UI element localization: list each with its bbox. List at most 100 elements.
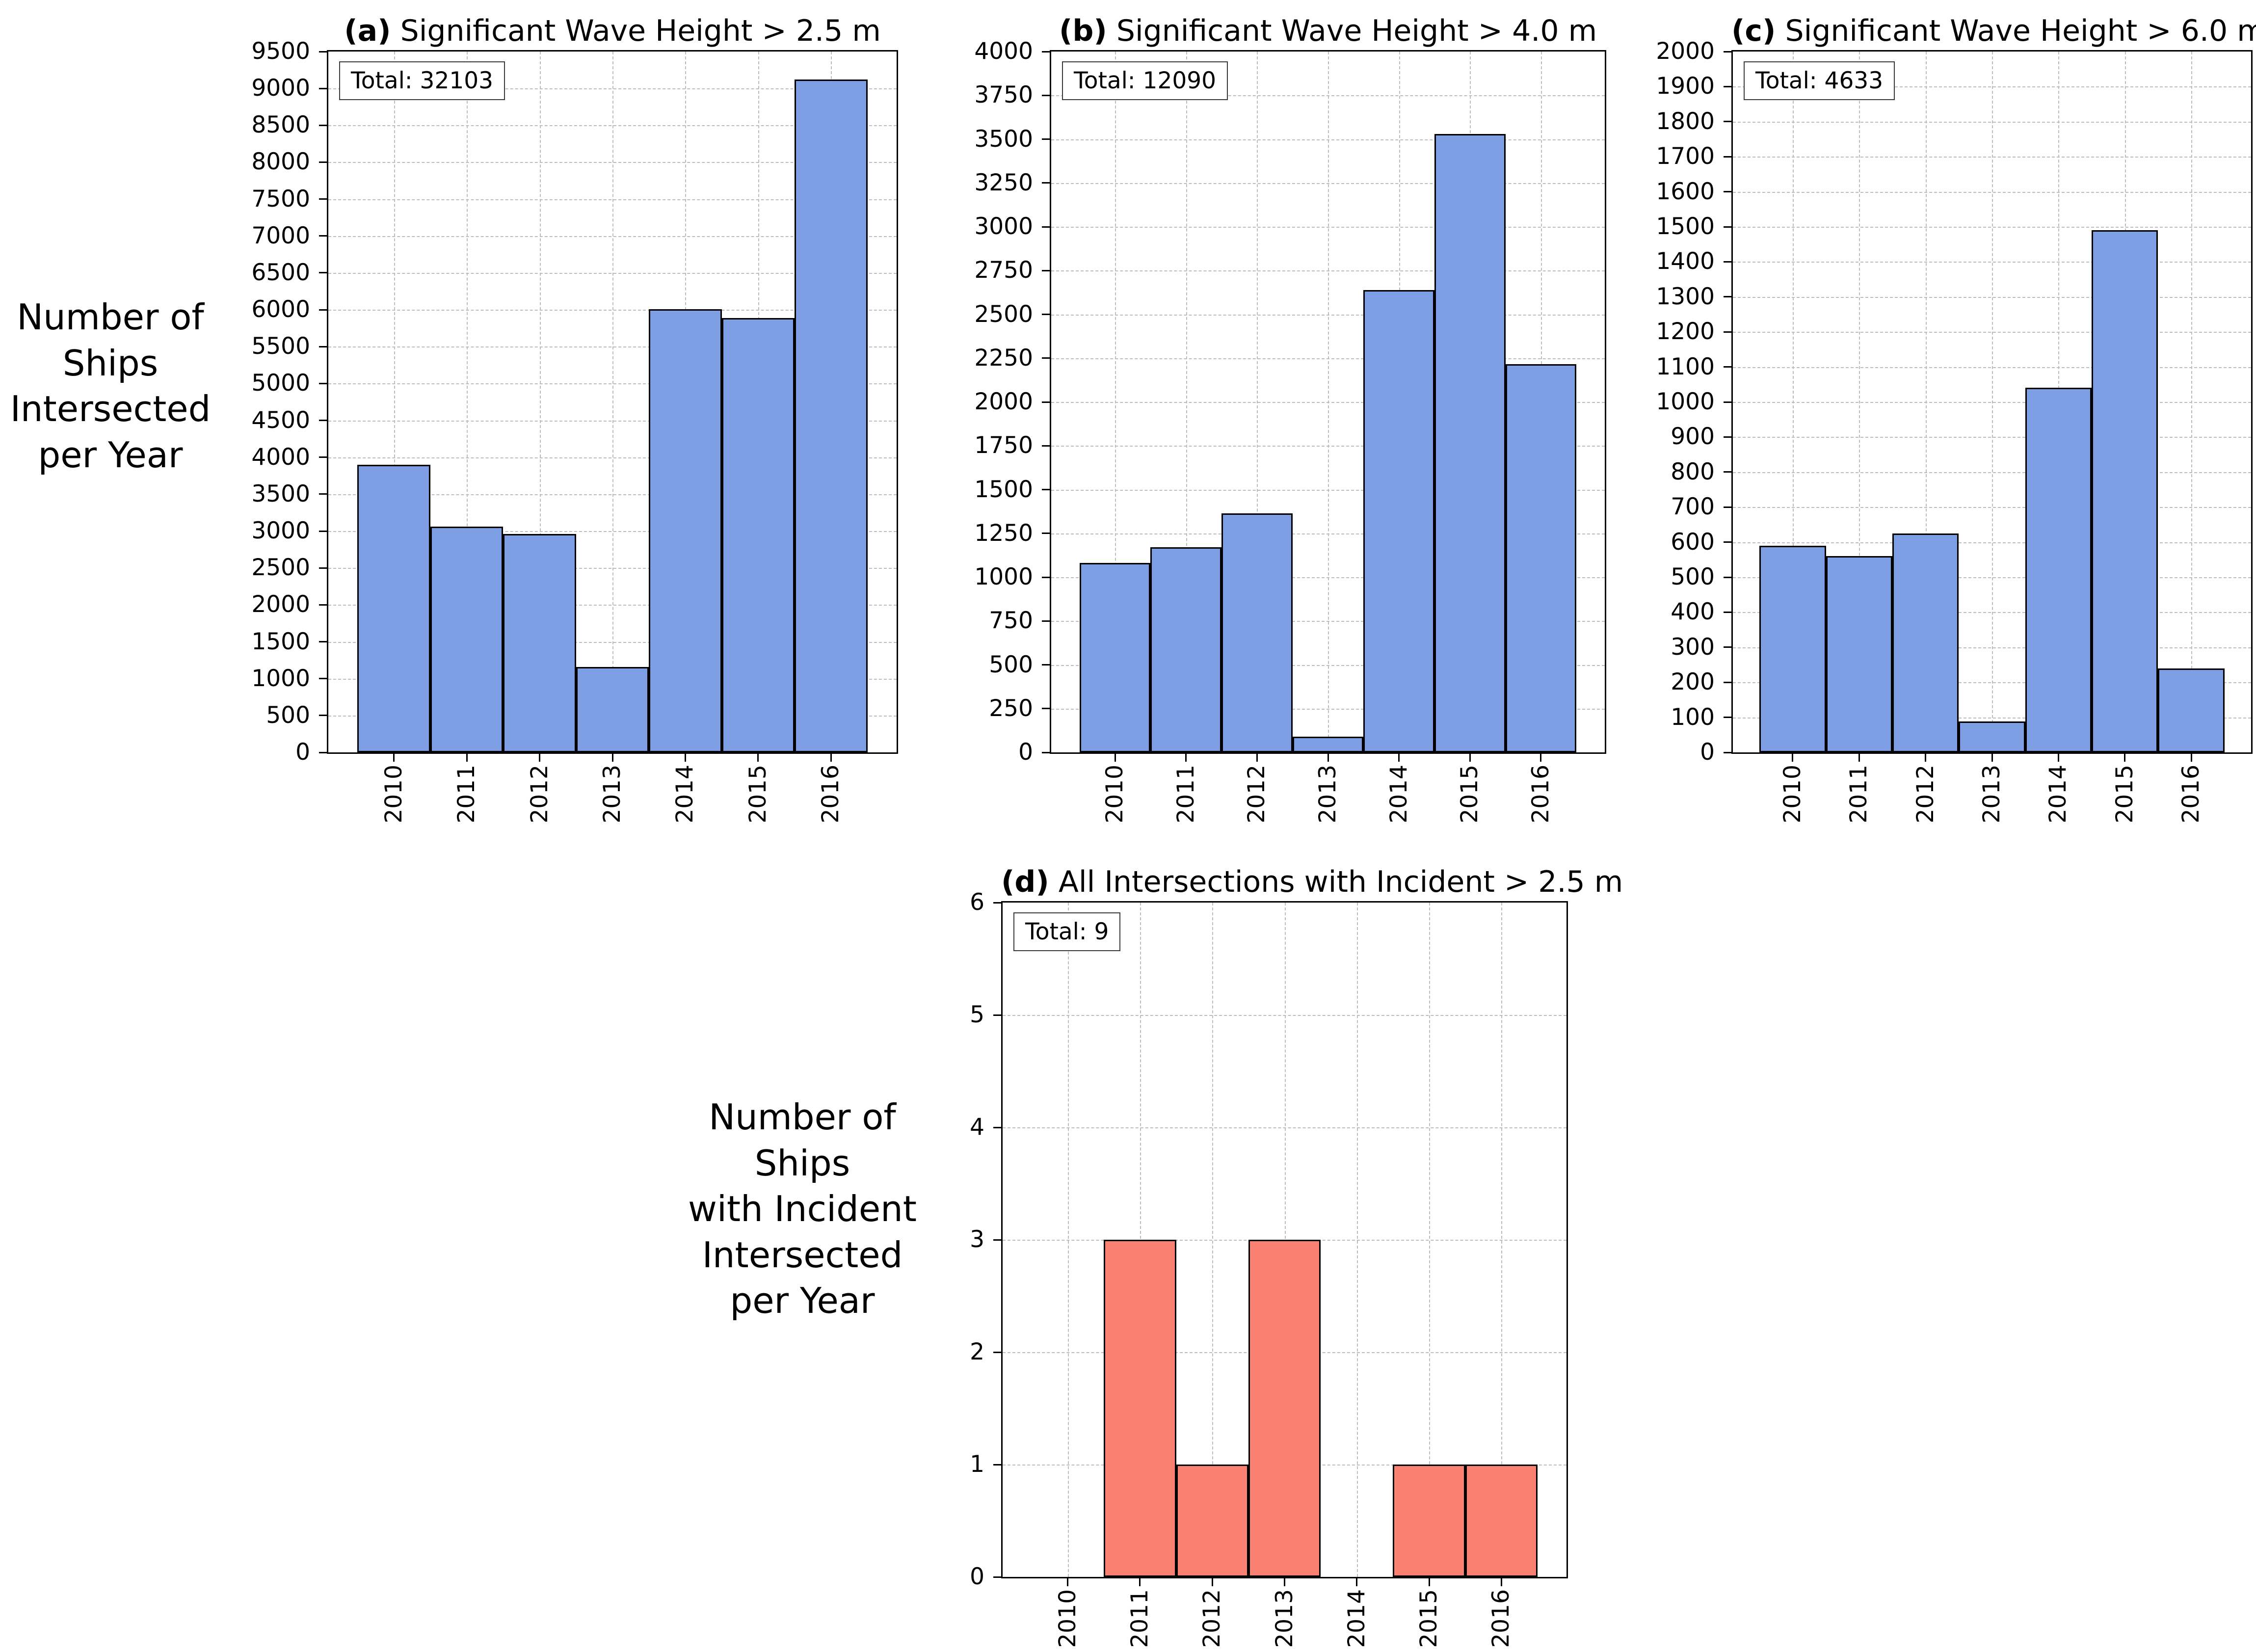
- y-tick-mark: [319, 51, 327, 53]
- gridline-vertical: [1257, 52, 1258, 752]
- x-tick-label-2016: 2016: [1487, 1589, 1515, 1648]
- gridline-vertical: [467, 52, 468, 752]
- y-tick-label: 0: [1700, 739, 1715, 766]
- x-tick-mark: [830, 754, 832, 762]
- x-tick-mark: [466, 754, 468, 762]
- y-tick-label: 1800: [1656, 107, 1715, 135]
- y-tick-label: 5: [970, 1001, 984, 1028]
- y-tick-mark: [1724, 611, 1731, 613]
- y-tick-label: 800: [1671, 458, 1715, 485]
- y-tick-mark: [1042, 226, 1050, 228]
- x-tick-label-2015: 2015: [744, 765, 771, 824]
- y-tick-label: 1200: [1656, 318, 1715, 346]
- x-tick-label-2014: 2014: [1343, 1589, 1370, 1648]
- y-tick-label: 7000: [251, 222, 310, 249]
- y-tick-label: 6000: [251, 296, 310, 323]
- bar-b-2013: [1292, 736, 1364, 752]
- y-tick-mark: [319, 87, 327, 89]
- y-tick-label: 900: [1671, 423, 1715, 451]
- y-tick-label: 3500: [251, 480, 310, 507]
- y-tick-mark: [319, 124, 327, 126]
- y-tick-label: 4: [970, 1114, 984, 1141]
- y-tick-label: 5000: [251, 370, 310, 397]
- y-tick-label: 3: [970, 1226, 984, 1253]
- y-tick-mark: [1724, 681, 1731, 683]
- x-tick-mark: [1114, 754, 1116, 762]
- panel-d-title: (d) All Intersections with Incident > 2.…: [1001, 865, 1623, 899]
- x-tick-label-2015: 2015: [2111, 765, 2138, 824]
- y-tick-mark: [319, 493, 327, 495]
- y-tick-label: 2000: [974, 388, 1033, 415]
- y-tick-mark: [1042, 533, 1050, 534]
- y-tick-label: 2750: [974, 257, 1033, 284]
- panel-c-title: (c) Significant Wave Height > 6.0 m: [1731, 14, 2256, 48]
- y-tick-label: 1500: [1656, 213, 1715, 240]
- x-tick-mark: [1858, 754, 1860, 762]
- x-tick-label-2010: 2010: [1778, 765, 1806, 824]
- bar-c-2014: [2025, 388, 2092, 752]
- x-tick-label-2013: 2013: [599, 765, 626, 824]
- x-tick-label-2011: 2011: [1126, 1589, 1153, 1648]
- x-tick-mark: [1398, 754, 1400, 762]
- x-tick-label-2015: 2015: [1456, 765, 1484, 824]
- y-tick-mark: [319, 420, 327, 422]
- y-tick-mark: [1724, 436, 1731, 438]
- panel-a: (a) Significant Wave Height > 2.5 m Tota…: [224, 5, 903, 854]
- panel-c-plot-area: Total: 4633: [1731, 50, 2253, 754]
- y-tick-label: 300: [1671, 633, 1715, 661]
- y-tick-mark: [1042, 751, 1050, 753]
- x-tick-label-2012: 2012: [1911, 765, 1939, 824]
- gridline-vertical: [539, 52, 541, 752]
- y-tick-mark: [1724, 646, 1731, 648]
- gridline-vertical: [1115, 52, 1116, 752]
- y-tick-label: 1250: [974, 519, 1033, 547]
- y-tick-mark: [319, 309, 327, 311]
- y-tick-mark: [1724, 85, 1731, 87]
- bar-d-2013: [1248, 1240, 1321, 1577]
- x-tick-mark: [611, 754, 613, 762]
- bar-b-2015: [1434, 133, 1506, 752]
- y-tick-label: 3250: [974, 169, 1033, 196]
- y-tick-label: 0: [1018, 739, 1033, 766]
- y-tick-mark: [319, 161, 327, 163]
- y-tick-label: 400: [1671, 598, 1715, 626]
- x-tick-label-2012: 2012: [1243, 765, 1271, 824]
- y-tick-mark: [1042, 620, 1050, 622]
- y-tick-label: 600: [1671, 528, 1715, 556]
- x-tick-label-2016: 2016: [2177, 765, 2205, 824]
- gridline-vertical: [1501, 903, 1503, 1577]
- y-tick-mark: [1042, 357, 1050, 359]
- x-tick-mark: [1925, 754, 1927, 762]
- panel-d-title-text: All Intersections with Incident > 2.5 m: [1049, 865, 1623, 899]
- bar-c-2012: [1892, 533, 1959, 752]
- y-tick-mark: [1724, 401, 1731, 403]
- x-tick-mark: [2124, 754, 2126, 762]
- y-tick-label: 500: [989, 651, 1033, 678]
- y-tick-label: 2: [970, 1338, 984, 1365]
- y-tick-mark: [993, 1014, 1001, 1016]
- y-tick-label: 6: [970, 889, 984, 916]
- y-tick-mark: [1724, 717, 1731, 719]
- y-tick-label: 100: [1671, 703, 1715, 731]
- y-tick-mark: [319, 641, 327, 643]
- panel-d-total-box: Total: 9: [1013, 912, 1121, 951]
- x-tick-label-2013: 2013: [1978, 765, 2005, 824]
- panel-b-title-prefix: (b): [1059, 14, 1107, 48]
- y-tick-mark: [1042, 51, 1050, 53]
- y-tick-label: 1600: [1656, 178, 1715, 205]
- y-tick-label: 1100: [1656, 353, 1715, 380]
- x-tick-label-2012: 2012: [1198, 1589, 1226, 1648]
- panel-d-title-prefix: (d): [1001, 865, 1049, 899]
- y-tick-mark: [1042, 664, 1050, 666]
- x-tick-mark: [1211, 1578, 1213, 1586]
- y-tick-mark: [993, 1126, 1001, 1128]
- y-tick-label: 750: [989, 607, 1033, 635]
- panel-d: (d) All Intersections with Incident > 2.…: [898, 856, 1623, 1652]
- panel-b: (b) Significant Wave Height > 4.0 m Tota…: [947, 5, 1611, 854]
- gridline-vertical: [1186, 52, 1187, 752]
- y-tick-mark: [1724, 226, 1731, 228]
- y-tick-label: 4000: [974, 38, 1033, 65]
- y-tick-mark: [1724, 51, 1731, 53]
- y-tick-label: 3750: [974, 81, 1033, 109]
- y-tick-label: 4000: [251, 443, 310, 471]
